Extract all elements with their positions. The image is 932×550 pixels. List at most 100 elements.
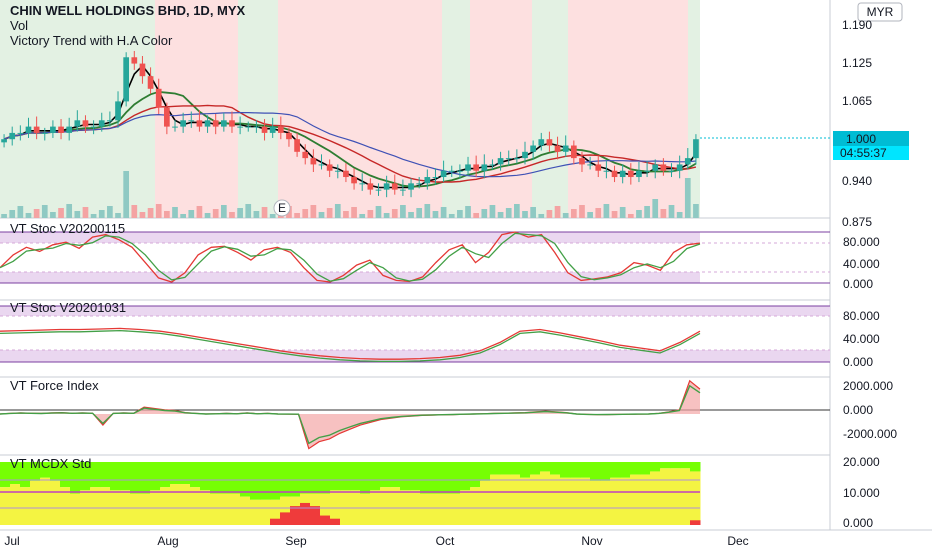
candle-body — [408, 183, 414, 190]
candle-body — [465, 164, 471, 171]
symbol-title[interactable]: CHIN WELL HOLDINGS BHD, 1D, MYX — [10, 3, 246, 18]
volume-bar — [514, 204, 520, 218]
mcdx-green-bar — [650, 462, 661, 472]
mcdx-green-bar — [340, 462, 351, 491]
volume-bar — [58, 208, 64, 218]
candle-body — [489, 164, 496, 166]
time-tick-label: Jul — [4, 534, 19, 548]
volume-bar — [107, 206, 113, 218]
volume-bar — [17, 206, 24, 218]
stoch1-bands — [0, 231, 830, 284]
volume-bar — [400, 205, 406, 218]
candle-body — [538, 139, 545, 146]
mcdx-green-bar — [120, 462, 131, 491]
currency-button[interactable]: MYR — [857, 2, 903, 22]
trend-region-6 — [532, 0, 568, 218]
volume-bar — [432, 211, 439, 218]
candle-body — [220, 120, 227, 127]
trend-region-4 — [442, 0, 470, 218]
volume-bar — [693, 204, 699, 218]
mcdx-yellow-bar — [520, 477, 531, 525]
candle-body — [448, 170, 455, 172]
currency-button-box[interactable] — [857, 2, 903, 22]
candle-body — [570, 145, 577, 159]
price-tick-label: 1.190 — [842, 18, 872, 32]
mcdx-green-bar — [30, 462, 41, 481]
candle-body — [155, 88, 162, 108]
mcdx-green-bar — [530, 462, 541, 475]
volume-bar — [164, 211, 170, 218]
candle-body — [440, 170, 447, 178]
stoch2-bands — [0, 305, 830, 363]
mcdx-yellow-bar — [570, 477, 581, 525]
mcdx-green-bar — [300, 462, 311, 494]
volume-bar — [229, 212, 235, 218]
candle-body — [180, 120, 186, 127]
indicator-legend[interactable]: Victory Trend with H.A Color — [10, 33, 173, 48]
volume-bar — [554, 206, 561, 218]
candle-body — [481, 164, 488, 171]
candle-body — [497, 158, 504, 165]
candle-body — [188, 120, 195, 122]
earnings-circle[interactable] — [273, 199, 291, 217]
volume-bar — [595, 208, 602, 218]
mcdx-green-bar — [100, 462, 111, 488]
stoch2-upper-band — [0, 306, 830, 316]
stoch2-title[interactable]: VT Stoc V20201031 — [10, 300, 126, 315]
stoch1-title[interactable]: VT Stoc V20200115 — [10, 221, 125, 236]
candle-body — [172, 126, 178, 128]
volume-bar — [587, 212, 593, 218]
mcdx-title[interactable]: VT MCDX Std — [10, 456, 91, 471]
mcdx-green-bar — [570, 462, 581, 478]
volume-bar — [343, 211, 349, 218]
force-fill — [0, 380, 700, 449]
mcdx-green-bar — [450, 462, 461, 494]
candle-body — [286, 132, 292, 140]
mcdx-yellow-bar — [100, 487, 111, 525]
mcdx-green-bar — [480, 462, 491, 481]
stoch1-tick-label: 0.000 — [843, 277, 873, 291]
earnings-marker[interactable]: E — [273, 199, 291, 217]
ma-line-8 — [3, 90, 697, 188]
mcdx-green-bar — [60, 462, 71, 488]
mcdx-green-bar — [420, 462, 431, 494]
candle-body — [367, 183, 374, 190]
mcdx-yellow-bar — [60, 487, 71, 525]
volume-bar — [318, 212, 325, 218]
candle-body — [522, 151, 528, 159]
force-title[interactable]: VT Force Index — [10, 378, 99, 393]
mcdx-red-bar — [280, 512, 291, 525]
mcdx-yellow-bar — [260, 499, 271, 525]
mcdx-green-bar — [550, 462, 561, 475]
candle-body — [457, 170, 463, 172]
mcdx-green-bar — [360, 462, 371, 494]
candle-body — [334, 170, 341, 172]
volume-bar — [334, 204, 341, 218]
volume-bar — [25, 213, 32, 218]
volume-legend[interactable]: Vol — [10, 18, 28, 33]
mcdx-green-bar — [280, 462, 291, 497]
stoch2-lines — [0, 327, 701, 363]
candle-body — [277, 126, 284, 133]
mcdx-green-bar — [670, 462, 681, 469]
mcdx-green-bar — [380, 462, 391, 488]
volume-bar — [33, 209, 40, 218]
price-tag-countdown: 04:55:37 — [840, 146, 887, 160]
countdown-box — [833, 146, 909, 160]
trend-region-5 — [470, 0, 532, 218]
candle-body — [123, 57, 130, 102]
stoch1-line-k — [0, 232, 701, 282]
mcdx-yellow-bar — [360, 493, 371, 525]
volume-bar — [619, 207, 626, 218]
trend-region-3 — [278, 0, 442, 218]
stoch2-tick-label: 0.000 — [843, 355, 873, 369]
candle-body — [326, 164, 333, 171]
mcdx-yellow-bar — [420, 493, 431, 525]
mcdx-yellow-bar — [590, 480, 601, 525]
mcdx-green-bar — [540, 462, 551, 472]
mcdx-green-bar — [170, 462, 181, 485]
mcdx-green-bar — [70, 462, 81, 494]
candle-body — [196, 120, 203, 127]
legend-header: CHIN WELL HOLDINGS BHD, 1D, MYX Vol Vict… — [10, 3, 246, 471]
mcdx-yellow-bar — [650, 471, 661, 525]
